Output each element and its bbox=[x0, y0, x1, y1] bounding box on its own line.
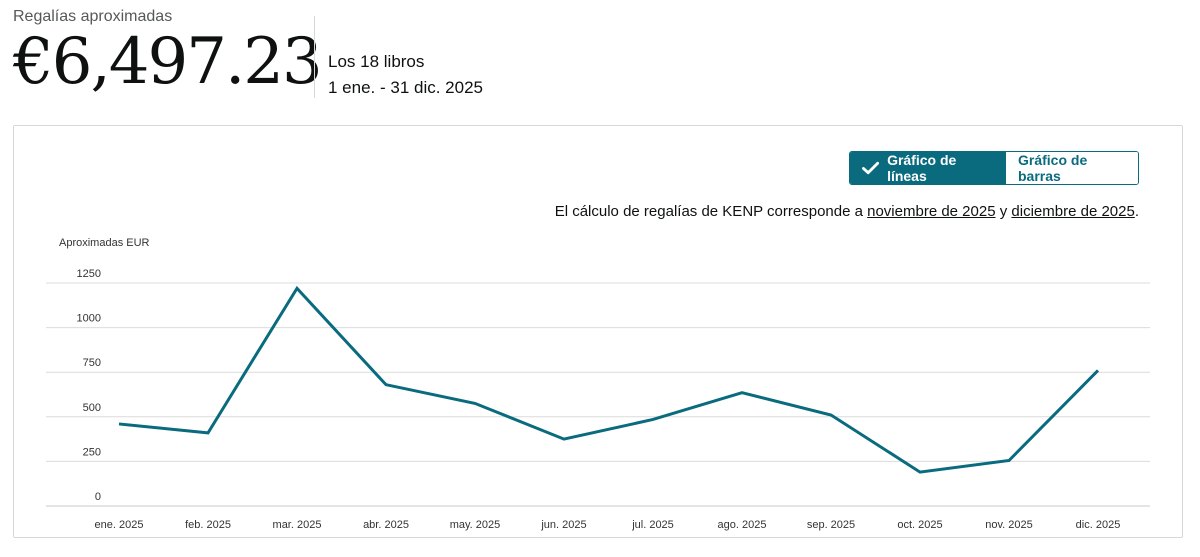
y-tick-label: 1000 bbox=[77, 313, 101, 325]
x-tick-label: jul. 2025 bbox=[631, 519, 674, 531]
chart-type-toggle: Gráfico de líneas Gráfico de barras bbox=[849, 151, 1139, 185]
bar-chart-button[interactable]: Gráfico de barras bbox=[1006, 152, 1138, 184]
x-tick-label: ene. 2025 bbox=[95, 519, 144, 531]
x-tick-label: may. 2025 bbox=[450, 519, 501, 531]
data-point[interactable] bbox=[825, 409, 837, 421]
data-point[interactable] bbox=[469, 397, 481, 409]
line-chart-label: Gráfico de líneas bbox=[887, 152, 957, 184]
x-tick-label: mar. 2025 bbox=[273, 519, 322, 531]
data-point[interactable] bbox=[647, 413, 659, 425]
bar-chart-label: Gráfico de barras bbox=[1018, 152, 1088, 184]
books-count: Los 18 libros bbox=[328, 52, 425, 71]
royalties-line-chart: Aproximadas EUR 0 250 500 750 1000 1250 ene. 20… bbox=[46, 237, 1150, 531]
y-tick-label: 500 bbox=[83, 402, 101, 414]
check-icon bbox=[862, 161, 880, 175]
data-point[interactable] bbox=[914, 466, 926, 478]
data-point[interactable] bbox=[113, 418, 125, 430]
x-tick-label: dic. 2025 bbox=[1076, 519, 1121, 531]
note-prefix: El cálculo de regalías de KENP correspon… bbox=[554, 203, 868, 220]
y-tick-label: 0 bbox=[95, 491, 101, 503]
summary-label: Regalías aproximadas bbox=[13, 8, 173, 25]
y-tick-label: 750 bbox=[83, 357, 101, 369]
data-point[interactable] bbox=[1003, 455, 1015, 467]
y-tick-label: 1250 bbox=[77, 268, 101, 280]
royalties-summary: Regalías aproximadas €6,497.23 Los 18 li… bbox=[13, 6, 1193, 111]
data-point[interactable] bbox=[380, 379, 392, 391]
line-chart-button[interactable]: Gráfico de líneas bbox=[850, 152, 1006, 184]
note-middle: y bbox=[995, 203, 1012, 220]
data-point[interactable] bbox=[736, 387, 748, 399]
x-tick-label: ago. 2025 bbox=[718, 519, 767, 531]
note-link-november[interactable]: noviembre de 2025 bbox=[867, 203, 996, 220]
y-tick-label: 250 bbox=[83, 446, 101, 458]
x-tick-label: nov. 2025 bbox=[985, 519, 1033, 531]
data-point[interactable] bbox=[291, 282, 303, 294]
data-point[interactable] bbox=[1092, 364, 1104, 376]
y-axis-label: Aproximadas EUR bbox=[59, 237, 150, 249]
x-tick-label: oct. 2025 bbox=[897, 519, 942, 531]
x-tick-label: abr. 2025 bbox=[363, 519, 409, 531]
note-link-december[interactable]: diciembre de 2025 bbox=[1011, 203, 1135, 220]
data-point[interactable] bbox=[558, 433, 570, 445]
x-tick-label: jun. 2025 bbox=[540, 519, 586, 531]
note-suffix: . bbox=[1134, 203, 1139, 220]
royalties-amount: €6,497.23 bbox=[13, 25, 323, 99]
series-line bbox=[118, 285, 1100, 474]
summary-divider bbox=[314, 16, 315, 98]
kenp-note: El cálculo de regalías de KENP correspon… bbox=[555, 203, 1139, 220]
x-tick-label: sep. 2025 bbox=[807, 519, 855, 531]
x-tick-label: feb. 2025 bbox=[185, 519, 231, 531]
chart-panel: Gráfico de líneas Gráfico de barras El c… bbox=[13, 125, 1183, 538]
date-range: 1 ene. - 31 dic. 2025 bbox=[328, 78, 484, 97]
data-point[interactable] bbox=[202, 427, 214, 439]
